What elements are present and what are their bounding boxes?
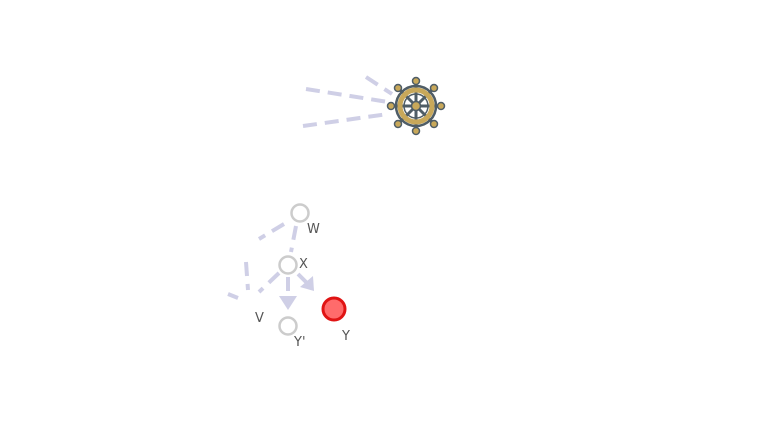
node-y-prime[interactable]: Y' <box>278 316 306 351</box>
wheel-edges <box>302 75 394 128</box>
edge-left-down <box>244 261 250 291</box>
arrow-to-yprime <box>279 296 297 310</box>
edge-v-stub <box>227 292 239 300</box>
edge-w-to-left <box>257 222 286 241</box>
node-w-label: W <box>307 222 320 237</box>
edge-x-to-y <box>296 272 309 285</box>
arrow-to-y <box>300 276 314 291</box>
edge-x-to-v <box>257 271 281 294</box>
ship-wheel-icon <box>386 76 446 136</box>
edge-wheel-middle <box>305 87 389 104</box>
edge-wheel-lower <box>302 112 389 128</box>
node-y-label: Y <box>341 329 350 344</box>
node-y-prime-label: Y' <box>293 335 306 350</box>
node-x-label: X <box>299 257 308 272</box>
node-v-label: V <box>255 311 264 326</box>
node-x[interactable]: X <box>278 255 309 275</box>
edge-wheel-upper <box>364 75 394 96</box>
edge-w-to-x <box>289 225 298 253</box>
node-v: V <box>255 311 264 326</box>
node-w[interactable]: W <box>290 203 321 238</box>
node-y[interactable]: Y <box>321 296 350 344</box>
graph-edges <box>227 222 314 310</box>
